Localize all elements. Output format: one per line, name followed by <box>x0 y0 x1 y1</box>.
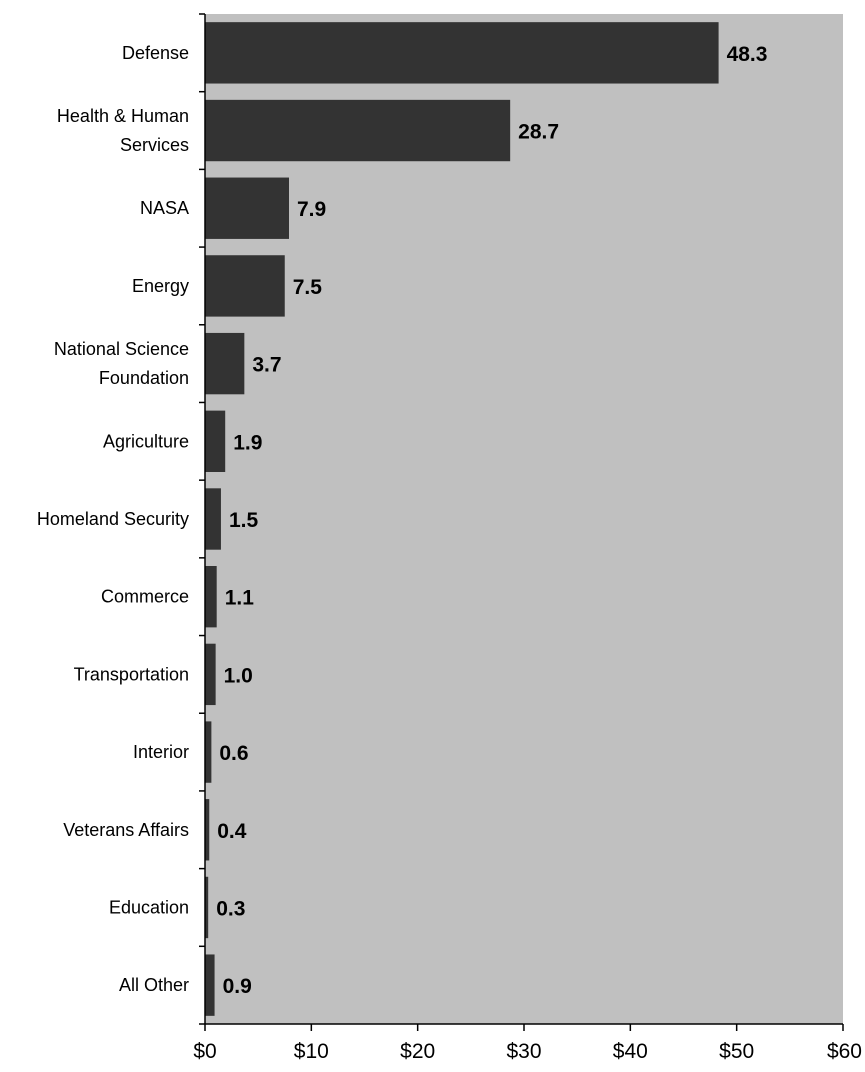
x-tick-label: $40 <box>613 1040 648 1063</box>
value-labels-group: 48.3 28.7 7.9 7.5 3.7 1.9 1.5 1.1 1.0 0.6 0.4 0.3 0.… <box>216 43 767 998</box>
value-label: 7.9 <box>297 198 326 221</box>
bar <box>205 177 290 239</box>
x-tick-label: $10 <box>294 1040 329 1063</box>
bar <box>205 22 719 84</box>
x-tick-label: $60 <box>827 1040 862 1063</box>
category-label: All Other <box>119 975 189 995</box>
value-label: 0.9 <box>223 975 252 998</box>
category-label: Education <box>109 897 189 917</box>
value-label: 48.3 <box>727 43 768 66</box>
category-label: Agriculture <box>103 431 189 451</box>
value-label: 0.3 <box>216 897 245 920</box>
bars-group <box>205 22 719 1016</box>
bar <box>205 566 217 628</box>
bar <box>205 332 245 395</box>
x-axis: $0 $10 $20 $30 $40 $50 $60 <box>193 1023 862 1063</box>
plot-area <box>205 14 843 1024</box>
category-label: Interior <box>133 742 189 762</box>
y-axis: Defense Health & Human Services NASA Energy N… <box>37 13 206 1025</box>
category-label: Commerce <box>101 587 189 607</box>
category-label: Homeland Security <box>37 509 189 529</box>
value-label: 1.0 <box>224 664 253 687</box>
bar <box>205 954 215 1016</box>
bar <box>205 99 511 162</box>
x-tick-label: $50 <box>719 1040 754 1063</box>
value-label: 0.6 <box>219 742 248 765</box>
value-label: 7.5 <box>293 276 323 299</box>
bar <box>205 255 285 317</box>
value-label: 0.4 <box>217 820 247 843</box>
bar <box>205 876 209 939</box>
x-tick-label: $20 <box>400 1040 435 1063</box>
x-tick-label: $0 <box>193 1040 216 1063</box>
bar <box>205 799 210 861</box>
value-label: 3.7 <box>252 354 281 377</box>
value-label: 28.7 <box>518 121 559 144</box>
category-label: Energy <box>132 276 189 296</box>
category-label: Defense <box>122 43 189 63</box>
value-label: 1.5 <box>229 509 259 532</box>
bar <box>205 721 212 783</box>
category-label: Health & Human Services <box>57 106 189 155</box>
bar <box>205 643 216 706</box>
value-label: 1.9 <box>233 431 262 454</box>
category-label: NASA <box>140 198 189 218</box>
category-label: National Science Foundation <box>54 339 189 388</box>
category-label: Veterans Affairs <box>63 820 189 840</box>
value-label: 1.1 <box>225 587 255 610</box>
x-tick-label: $30 <box>506 1040 541 1063</box>
bar <box>205 488 221 550</box>
category-label: Transportation <box>74 664 189 684</box>
bar <box>205 410 226 472</box>
